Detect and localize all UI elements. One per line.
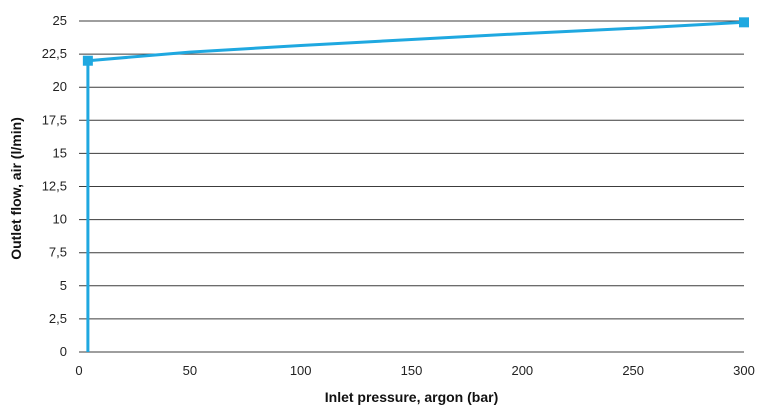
y-tick-label: 2,5	[49, 311, 67, 326]
x-tick-label: 0	[75, 363, 82, 378]
y-tick-label: 22,5	[42, 46, 67, 61]
x-tick-label: 100	[290, 363, 312, 378]
y-tick-label: 17,5	[42, 112, 67, 127]
x-tick-label: 150	[401, 363, 423, 378]
series-layer	[82, 17, 749, 352]
gridlines	[79, 20, 744, 353]
x-axis-title: Inlet pressure, argon (bar)	[325, 389, 498, 405]
y-tick-label: 20	[53, 79, 67, 94]
y-tick-label: 15	[53, 145, 67, 160]
y-axis-title: Outlet flow, air (l/min)	[8, 117, 24, 260]
y-tick-label: 10	[53, 212, 67, 227]
x-tick-label: 200	[511, 363, 533, 378]
series-line	[86, 20, 745, 352]
y-axis-ticks: 0 2,5 5 7,5 10 12,5 15 17,5 20 22,5 25	[42, 13, 67, 359]
x-tick-label: 300	[733, 363, 755, 378]
data-point-marker	[82, 55, 93, 66]
y-tick-label: 12,5	[42, 179, 67, 194]
y-tick-label: 7,5	[49, 245, 67, 260]
y-tick-label: 25	[53, 13, 67, 28]
x-tick-label: 50	[183, 363, 197, 378]
x-axis-ticks: 0 50 100 150 200 250 300	[75, 363, 754, 378]
y-tick-label: 0	[60, 344, 67, 359]
y-tick-label: 5	[60, 278, 67, 293]
data-point-marker	[739, 17, 749, 28]
x-tick-label: 250	[622, 363, 644, 378]
